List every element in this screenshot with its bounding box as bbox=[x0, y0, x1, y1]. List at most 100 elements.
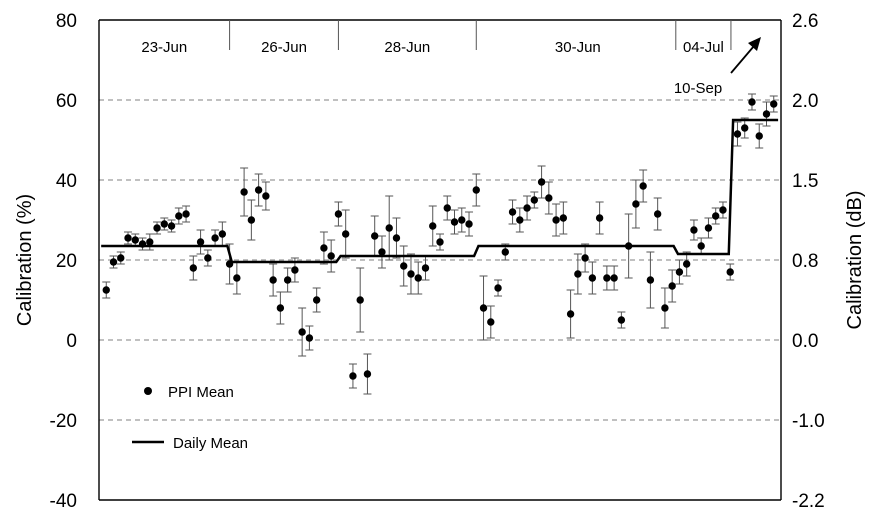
data-point bbox=[762, 110, 771, 118]
y-tick-label-left: 0 bbox=[66, 331, 77, 352]
data-point bbox=[494, 284, 502, 292]
data-point bbox=[632, 200, 640, 208]
legend-marker-ppi bbox=[144, 387, 152, 395]
gridlines bbox=[99, 99, 781, 421]
data-point bbox=[400, 262, 408, 270]
date-period-separators: 23-Jun 26-Jun 28-Jun 30-Jun 04-Jul bbox=[141, 20, 732, 56]
right-tick-labels: 2.6 2.0 1.5 0.8 0.0 -1.0 -2.2 bbox=[792, 11, 825, 512]
data-point bbox=[537, 178, 546, 186]
data-point bbox=[349, 372, 357, 380]
data-point bbox=[117, 254, 125, 262]
data-point bbox=[312, 296, 321, 304]
data-point bbox=[196, 238, 205, 246]
period-label: 04-Jul bbox=[683, 39, 724, 56]
data-point bbox=[755, 132, 763, 140]
data-point bbox=[682, 260, 691, 268]
data-point bbox=[726, 268, 734, 276]
data-point bbox=[675, 268, 684, 276]
data-point bbox=[566, 310, 575, 318]
data-point bbox=[407, 270, 415, 278]
data-point bbox=[603, 274, 611, 282]
annotation-arrow: 10-Sep bbox=[674, 37, 761, 97]
ppi-mean-points bbox=[102, 98, 778, 380]
data-point bbox=[697, 242, 705, 250]
data-point bbox=[124, 234, 132, 242]
data-point bbox=[668, 282, 676, 290]
data-point bbox=[276, 304, 285, 312]
data-point bbox=[574, 270, 582, 278]
data-point bbox=[588, 274, 597, 282]
data-point bbox=[661, 304, 669, 312]
legend: PPI Mean Daily Mean bbox=[132, 384, 248, 452]
data-point bbox=[653, 210, 662, 218]
y-axis-title-left: Calibration (%) bbox=[14, 194, 36, 326]
data-point bbox=[516, 216, 524, 224]
data-point bbox=[552, 216, 560, 224]
data-point bbox=[530, 196, 539, 204]
data-point bbox=[617, 316, 626, 324]
data-point bbox=[356, 296, 364, 304]
y-tick-label-right: 0.8 bbox=[792, 251, 818, 272]
data-point bbox=[545, 194, 553, 202]
data-point bbox=[639, 182, 647, 190]
data-point bbox=[479, 304, 488, 312]
data-point bbox=[450, 218, 459, 226]
data-point bbox=[131, 236, 139, 244]
legend-label-ppi: PPI Mean bbox=[168, 384, 234, 401]
data-point bbox=[240, 188, 248, 196]
data-point bbox=[429, 222, 437, 230]
arrow-head-icon bbox=[748, 37, 761, 51]
y-tick-label-right: 1.5 bbox=[792, 171, 818, 192]
data-point bbox=[320, 244, 328, 252]
data-point bbox=[465, 220, 473, 228]
data-point bbox=[385, 224, 393, 232]
data-point bbox=[523, 204, 531, 212]
daily-mean-line bbox=[101, 118, 779, 264]
data-point bbox=[414, 274, 422, 282]
data-point bbox=[436, 238, 444, 246]
data-point bbox=[160, 220, 168, 228]
y-tick-label-right: 2.0 bbox=[792, 91, 818, 112]
data-point bbox=[704, 224, 713, 232]
data-point bbox=[204, 254, 212, 262]
annotation-label: 10-Sep bbox=[674, 80, 722, 97]
data-point bbox=[146, 238, 154, 246]
period-label: 28-Jun bbox=[384, 39, 430, 56]
data-point bbox=[501, 248, 509, 256]
data-point bbox=[610, 274, 618, 282]
data-point bbox=[109, 258, 118, 266]
data-point bbox=[233, 274, 241, 282]
data-point bbox=[298, 328, 306, 336]
data-point bbox=[182, 210, 190, 218]
data-point bbox=[247, 216, 256, 224]
data-point bbox=[508, 208, 517, 216]
data-point bbox=[443, 204, 451, 212]
data-point bbox=[733, 130, 742, 138]
data-point bbox=[363, 370, 372, 378]
y-tick-label-right: -1.0 bbox=[792, 411, 825, 432]
data-point bbox=[167, 222, 176, 230]
data-point bbox=[741, 124, 749, 132]
y-tick-label-left: 20 bbox=[56, 251, 77, 272]
data-point bbox=[712, 212, 720, 220]
left-tick-labels: 80 60 40 20 0 -20 -40 bbox=[50, 11, 77, 512]
y-tick-label-right: 0.0 bbox=[792, 331, 818, 352]
data-point bbox=[378, 248, 386, 256]
data-point bbox=[472, 186, 480, 194]
arrow-shaft bbox=[730, 45, 755, 74]
data-point bbox=[421, 264, 430, 272]
data-point bbox=[341, 230, 350, 238]
period-label: 30-Jun bbox=[555, 39, 601, 56]
data-point bbox=[262, 192, 270, 200]
period-label: 26-Jun bbox=[261, 39, 307, 56]
data-point bbox=[269, 276, 277, 284]
data-point bbox=[719, 206, 727, 214]
data-point bbox=[283, 276, 292, 284]
data-point bbox=[327, 252, 335, 260]
y-tick-label-right: -2.2 bbox=[792, 491, 825, 512]
y-tick-label-left: 40 bbox=[56, 171, 77, 192]
y-tick-label-left: 60 bbox=[56, 91, 77, 112]
legend-label-daily: Daily Mean bbox=[173, 435, 248, 452]
data-point bbox=[690, 226, 698, 234]
data-point bbox=[305, 334, 314, 342]
